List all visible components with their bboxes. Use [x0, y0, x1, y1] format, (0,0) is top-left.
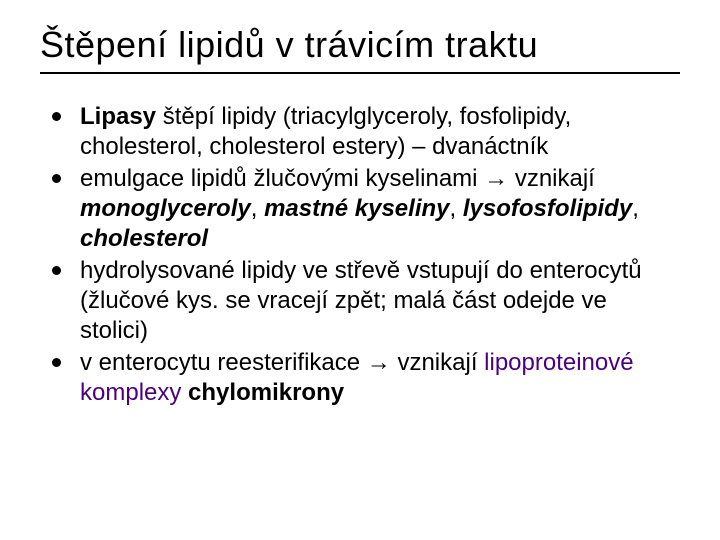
emphasis-text: mastné kyseliny [264, 195, 449, 222]
body-text: , [450, 195, 463, 222]
list-item: v enterocytu reesterifikace → vznikají l… [46, 348, 680, 408]
slide-title: Štěpení lipidů v trávicím traktu [40, 24, 680, 74]
body-text: v enterocytu reesterifikace → vznikají [80, 349, 484, 376]
slide: Štěpení lipidů v trávicím traktu Lipasy … [0, 0, 720, 540]
emphasis-text: lysofosfolipidy [463, 195, 632, 222]
emphasis-text: monoglyceroly [80, 195, 251, 222]
bold-text: chylomikrony [181, 379, 344, 406]
emphasis-text: cholesterol [80, 225, 208, 252]
bullet-list: Lipasy štěpí lipidy (triacylglyceroly, f… [40, 102, 680, 408]
body-text: emulgace lipidů žlučovými kyselinami → v… [80, 165, 595, 192]
body-text: , [251, 195, 264, 222]
list-item: emulgace lipidů žlučovými kyselinami → v… [46, 164, 680, 254]
body-text: hydrolysované lipidy ve střevě vstupují … [80, 257, 642, 344]
list-item: Lipasy štěpí lipidy (triacylglyceroly, f… [46, 102, 680, 162]
list-item: hydrolysované lipidy ve střevě vstupují … [46, 256, 680, 346]
bold-text: Lipasy [80, 103, 156, 130]
body-text: , [632, 195, 639, 222]
